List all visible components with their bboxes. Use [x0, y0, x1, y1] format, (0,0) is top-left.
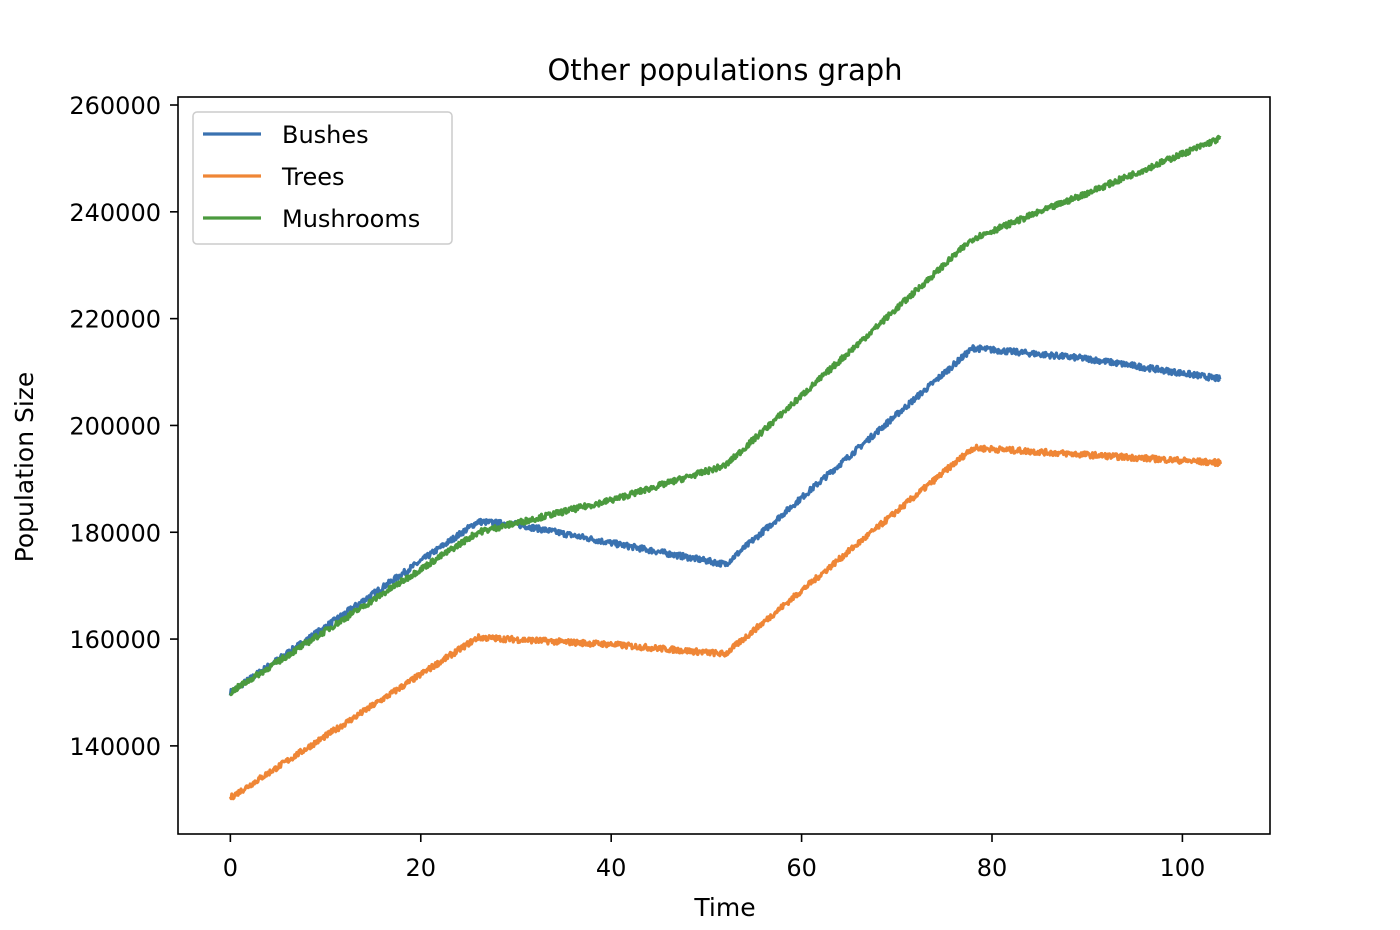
x-tick-label: 100	[1160, 854, 1206, 882]
x-tick-label: 0	[223, 854, 238, 882]
chart-title: Other populations graph	[547, 53, 902, 87]
y-tick-label: 140000	[69, 733, 161, 761]
series-line-trees	[228, 443, 1223, 801]
y-axis: 140000 160000 180000 200000 220000 240000 2600…	[69, 92, 178, 761]
y-tick-label: 260000	[69, 92, 161, 120]
x-axis-label: Time	[693, 893, 755, 922]
series-line-bushes	[228, 344, 1222, 696]
x-tick-label: 80	[977, 854, 1008, 882]
y-tick-label: 180000	[69, 519, 161, 547]
y-tick-label: 160000	[69, 626, 161, 654]
x-tick-label: 20	[405, 854, 436, 882]
series-line-mushrooms	[228, 134, 1222, 697]
legend-label: Mushrooms	[282, 205, 420, 233]
axes-frame	[177, 96, 1271, 835]
y-tick-label: 240000	[69, 199, 161, 227]
legend-label: Bushes	[282, 121, 369, 149]
legend-label: Trees	[281, 163, 345, 191]
x-tick-label: 60	[786, 854, 817, 882]
y-axis-label: Population Size	[10, 372, 39, 563]
legend-box	[192, 111, 453, 245]
x-tick-label: 40	[596, 854, 627, 882]
series-layer	[228, 134, 1223, 801]
y-tick-label: 220000	[69, 306, 161, 334]
y-tick-label: 200000	[69, 412, 161, 440]
x-axis: 0 20 40 60 80 100	[223, 834, 1206, 882]
legend: Bushes Trees Mushrooms	[192, 111, 453, 245]
